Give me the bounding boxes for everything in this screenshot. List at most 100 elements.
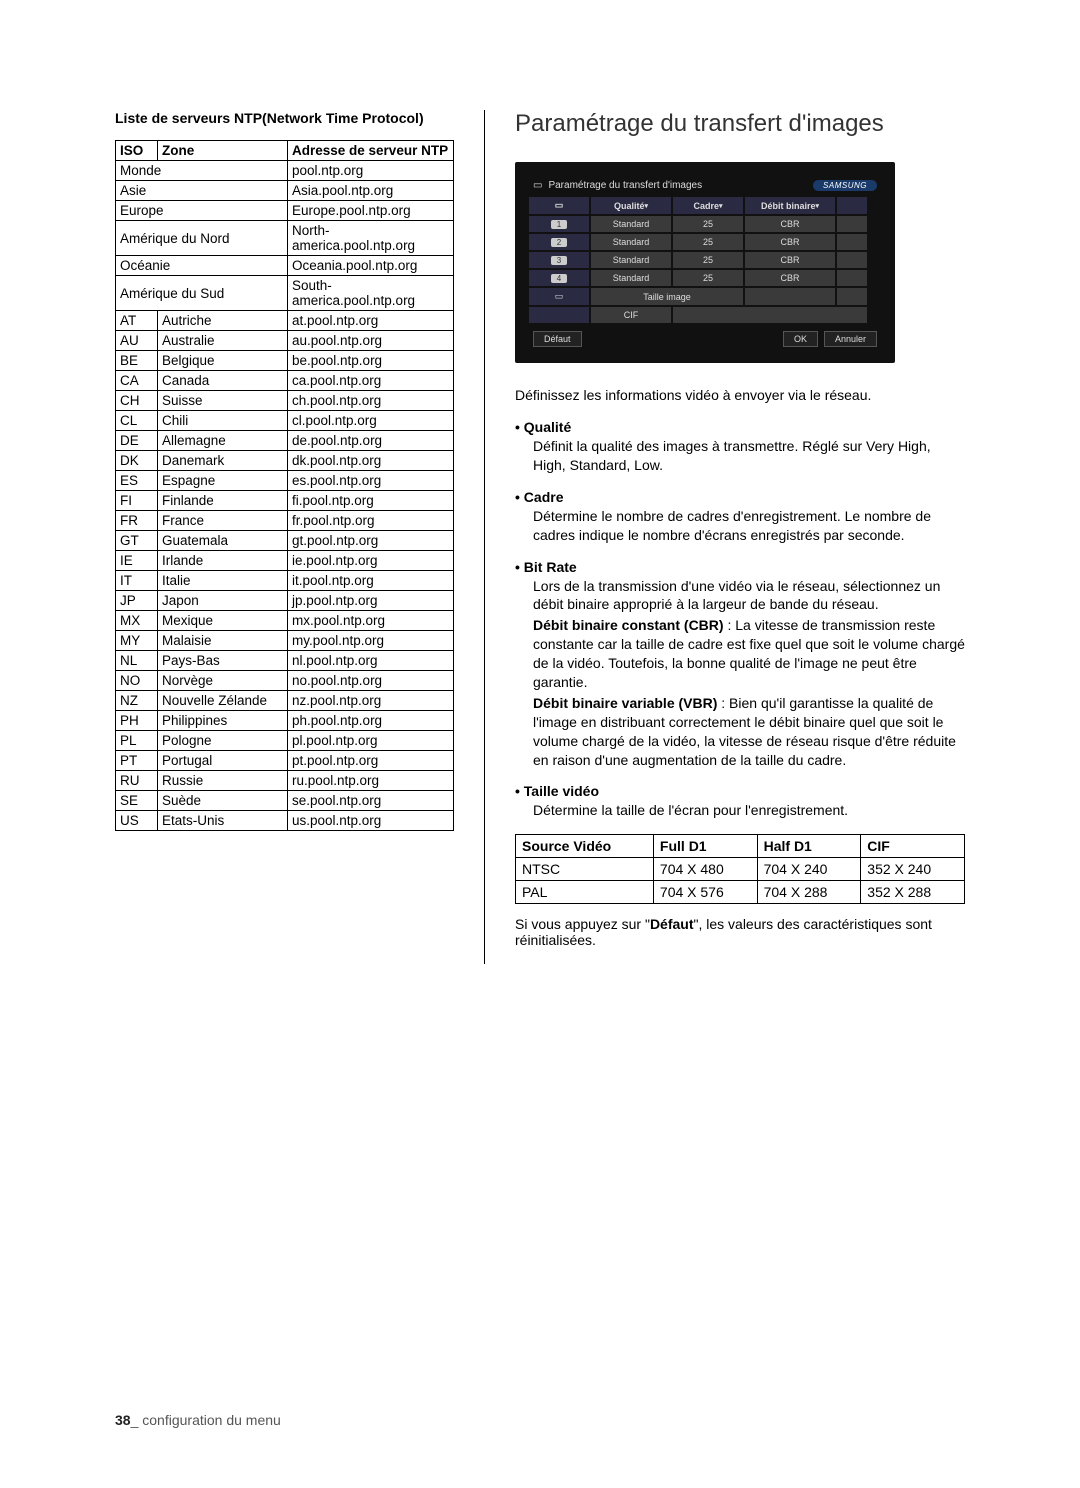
- qualite-cell[interactable]: Standard: [591, 216, 671, 232]
- cell-addr: my.pool.ntp.org: [288, 631, 454, 651]
- bullet-title: Cadre: [515, 489, 563, 505]
- table-row: GTGuatemalagt.pool.ntp.org: [116, 531, 454, 551]
- qualite-header[interactable]: Qualité: [591, 197, 671, 214]
- bullet-body: Détermine le nombre de cadres d'enregist…: [533, 507, 965, 545]
- ok-button[interactable]: OK: [783, 331, 818, 347]
- cell-iso: NZ: [116, 691, 158, 711]
- res-table-header: Source VidéoFull D1Half D1CIF: [516, 835, 965, 858]
- res-cell: 704 X 576: [653, 881, 757, 904]
- cell-iso: GT: [116, 531, 158, 551]
- res-th: CIF: [861, 835, 965, 858]
- cell-iso: NO: [116, 671, 158, 691]
- cell-addr: fr.pool.ntp.org: [288, 511, 454, 531]
- table-row: NZNouvelle Zélandenz.pool.ntp.org: [116, 691, 454, 711]
- bullet-body: Définit la qualité des images à transmet…: [533, 437, 965, 475]
- blank-cell: [837, 288, 867, 305]
- cell-zone: Malaisie: [158, 631, 288, 651]
- blank-cell: [673, 307, 867, 323]
- cell-zone: Canada: [158, 371, 288, 391]
- channel-badge: 4: [529, 270, 589, 286]
- footnote-pre: Si vous appuyez sur ": [515, 916, 650, 932]
- res-row: NTSC704 X 480704 X 240352 X 240: [516, 858, 965, 881]
- table-row: MYMalaisiemy.pool.ntp.org: [116, 631, 454, 651]
- cell-iso: CH: [116, 391, 158, 411]
- blank-header: [837, 197, 867, 214]
- cell-addr: North-america.pool.ntp.org: [288, 221, 454, 256]
- cell-zone: Amérique du Nord: [116, 221, 288, 256]
- screenshot-grid: ▭QualitéCadreDébit binaire1Standard25CBR…: [529, 197, 881, 323]
- cadre-cell[interactable]: 25: [673, 216, 743, 232]
- res-th: Half D1: [757, 835, 861, 858]
- taille-label: Taille image: [591, 288, 743, 305]
- table-row: FRFrancefr.pool.ntp.org: [116, 511, 454, 531]
- cell-iso: AU: [116, 331, 158, 351]
- table-row: CACanadaca.pool.ntp.org: [116, 371, 454, 391]
- qualite-cell[interactable]: Standard: [591, 252, 671, 268]
- cell-zone: Mexique: [158, 611, 288, 631]
- th-addr: Adresse de serveur NTP: [288, 141, 454, 161]
- bitrate-cell[interactable]: CBR: [745, 234, 835, 250]
- cell-zone: Finlande: [158, 491, 288, 511]
- table-row: PHPhilippinesph.pool.ntp.org: [116, 711, 454, 731]
- intro-text: Définissez les informations vidéo à envo…: [515, 387, 965, 403]
- cell-zone: Suisse: [158, 391, 288, 411]
- bitrate-header[interactable]: Débit binaire: [745, 197, 835, 214]
- th-iso: ISO: [116, 141, 158, 161]
- cell-addr: be.pool.ntp.org: [288, 351, 454, 371]
- cell-zone: Pays-Bas: [158, 651, 288, 671]
- cell-zone: France: [158, 511, 288, 531]
- bullet-item: Taille vidéoDétermine la taille de l'écr…: [515, 783, 965, 820]
- bullet-body: Détermine la taille de l'écran pour l'en…: [533, 801, 965, 820]
- bitrate-cell[interactable]: CBR: [745, 270, 835, 286]
- qualite-cell[interactable]: Standard: [591, 270, 671, 286]
- cell-iso: JP: [116, 591, 158, 611]
- table-row: Amérique du SudSouth-america.pool.ntp.or…: [116, 276, 454, 311]
- taille-value[interactable]: CIF: [591, 307, 671, 323]
- cell-iso: FI: [116, 491, 158, 511]
- section-title: Paramétrage du transfert d'images: [515, 110, 965, 138]
- cell-zone: Amérique du Sud: [116, 276, 288, 311]
- bullet-extra: Débit binaire constant (CBR) : La vitess…: [533, 616, 965, 692]
- cell-addr: Europe.pool.ntp.org: [288, 201, 454, 221]
- table-row: DEAllemagnede.pool.ntp.org: [116, 431, 454, 451]
- cell-zone: Etats-Unis: [158, 811, 288, 831]
- cell-zone: Philippines: [158, 711, 288, 731]
- ch-header-icon: ▭: [529, 197, 589, 214]
- screenshot-button-row: Défaut OK Annuler: [529, 323, 881, 349]
- blank-cell: [529, 307, 589, 323]
- cell-zone: Nouvelle Zélande: [158, 691, 288, 711]
- table-row: ESEspagnees.pool.ntp.org: [116, 471, 454, 491]
- qualite-cell[interactable]: Standard: [591, 234, 671, 250]
- cell-iso: US: [116, 811, 158, 831]
- bullet-item: Bit RateLors de la transmission d'une vi…: [515, 559, 965, 770]
- cell-addr: Asia.pool.ntp.org: [288, 181, 454, 201]
- cell-zone: Allemagne: [158, 431, 288, 451]
- bitrate-cell[interactable]: CBR: [745, 216, 835, 232]
- cell-iso: MX: [116, 611, 158, 631]
- channel-badge: 1: [529, 216, 589, 232]
- screenshot-title: Paramétrage du transfert d'images: [548, 180, 702, 191]
- annuler-button[interactable]: Annuler: [824, 331, 877, 347]
- th-zone: Zone: [158, 141, 288, 161]
- cadre-header[interactable]: Cadre: [673, 197, 743, 214]
- cell-addr: se.pool.ntp.org: [288, 791, 454, 811]
- defaut-button[interactable]: Défaut: [533, 331, 582, 347]
- cadre-cell[interactable]: 25: [673, 234, 743, 250]
- footer-label: configuration du menu: [142, 1412, 281, 1428]
- cell-iso: CA: [116, 371, 158, 391]
- res-cell: 704 X 480: [653, 858, 757, 881]
- bullet-list: QualitéDéfinit la qualité des images à t…: [515, 419, 965, 820]
- cadre-cell[interactable]: 25: [673, 270, 743, 286]
- cell-addr: mx.pool.ntp.org: [288, 611, 454, 631]
- cell-zone: Autriche: [158, 311, 288, 331]
- cell-addr: pl.pool.ntp.org: [288, 731, 454, 751]
- bullet-item: Cadre Détermine le nombre de cadres d'enr…: [515, 489, 965, 545]
- bitrate-cell[interactable]: CBR: [745, 252, 835, 268]
- resolution-table: Source VidéoFull D1Half D1CIF NTSC704 X …: [515, 834, 965, 904]
- cell-iso: ES: [116, 471, 158, 491]
- page-number: 38: [115, 1412, 131, 1428]
- res-cell: PAL: [516, 881, 654, 904]
- cell-zone: Espagne: [158, 471, 288, 491]
- cell-addr: jp.pool.ntp.org: [288, 591, 454, 611]
- cadre-cell[interactable]: 25: [673, 252, 743, 268]
